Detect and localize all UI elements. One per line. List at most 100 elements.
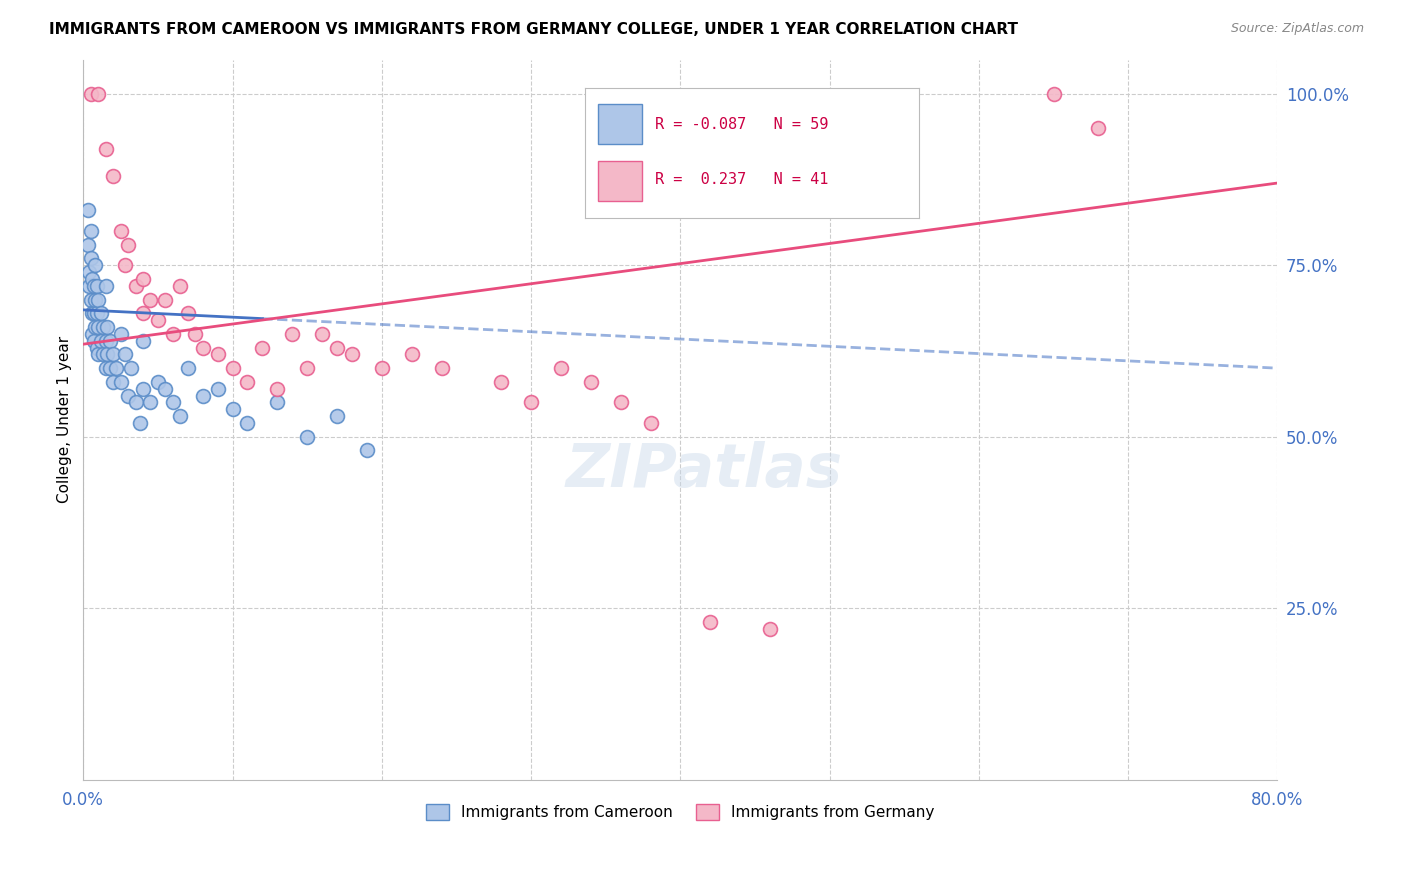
- Point: [169, 279, 191, 293]
- Point: [266, 395, 288, 409]
- Point: [371, 361, 394, 376]
- Point: [191, 341, 214, 355]
- Point: [96, 320, 118, 334]
- Point: [105, 361, 128, 376]
- Point: [699, 615, 721, 629]
- Point: [86, 306, 108, 320]
- Point: [84, 258, 107, 272]
- Point: [266, 382, 288, 396]
- Point: [609, 395, 631, 409]
- Point: [132, 306, 155, 320]
- Point: [311, 326, 333, 341]
- Point: [146, 313, 169, 327]
- Legend: Immigrants from Cameroon, Immigrants from Germany: Immigrants from Cameroon, Immigrants fro…: [420, 797, 941, 826]
- Point: [340, 347, 363, 361]
- Point: [83, 334, 105, 348]
- Point: [82, 306, 104, 320]
- Point: [520, 395, 543, 409]
- Point: [207, 347, 229, 361]
- Point: [96, 347, 118, 361]
- Point: [83, 306, 105, 320]
- Point: [86, 279, 108, 293]
- Point: [640, 416, 662, 430]
- Point: [169, 409, 191, 424]
- Point: [82, 272, 104, 286]
- Point: [90, 334, 112, 348]
- Point: [295, 361, 318, 376]
- Point: [101, 347, 124, 361]
- Point: [191, 389, 214, 403]
- Point: [114, 258, 136, 272]
- Point: [98, 334, 121, 348]
- Point: [326, 409, 349, 424]
- Point: [132, 272, 155, 286]
- Point: [117, 237, 139, 252]
- Point: [132, 382, 155, 396]
- Point: [110, 375, 132, 389]
- Point: [155, 293, 177, 307]
- Point: [94, 279, 117, 293]
- Point: [80, 224, 103, 238]
- Point: [177, 306, 200, 320]
- Point: [139, 395, 162, 409]
- Point: [550, 361, 572, 376]
- Text: Source: ZipAtlas.com: Source: ZipAtlas.com: [1230, 22, 1364, 36]
- Point: [82, 326, 104, 341]
- Point: [94, 361, 117, 376]
- Point: [90, 306, 112, 320]
- Point: [281, 326, 304, 341]
- Point: [146, 375, 169, 389]
- Point: [80, 87, 103, 101]
- Point: [430, 361, 453, 376]
- Point: [356, 443, 378, 458]
- Point: [124, 279, 146, 293]
- Point: [94, 334, 117, 348]
- Point: [579, 375, 602, 389]
- Point: [84, 320, 107, 334]
- Point: [236, 375, 259, 389]
- Point: [184, 326, 207, 341]
- Point: [83, 279, 105, 293]
- Point: [207, 382, 229, 396]
- Point: [139, 293, 162, 307]
- Point: [1042, 87, 1064, 101]
- Point: [80, 293, 103, 307]
- Point: [236, 416, 259, 430]
- Point: [124, 395, 146, 409]
- Point: [80, 252, 103, 266]
- Point: [87, 293, 110, 307]
- Point: [252, 341, 274, 355]
- Point: [326, 341, 349, 355]
- Point: [177, 361, 200, 376]
- Point: [117, 389, 139, 403]
- Point: [98, 361, 121, 376]
- Point: [110, 326, 132, 341]
- Text: IMMIGRANTS FROM CAMEROON VS IMMIGRANTS FROM GERMANY COLLEGE, UNDER 1 YEAR CORREL: IMMIGRANTS FROM CAMEROON VS IMMIGRANTS F…: [49, 22, 1018, 37]
- Point: [221, 402, 243, 417]
- Point: [155, 382, 177, 396]
- Point: [129, 416, 152, 430]
- Point: [162, 395, 184, 409]
- Point: [759, 622, 782, 636]
- Point: [87, 87, 110, 101]
- Text: ZIPatlas: ZIPatlas: [565, 441, 842, 500]
- Point: [84, 293, 107, 307]
- Point: [76, 237, 98, 252]
- Point: [76, 203, 98, 218]
- Point: [77, 265, 100, 279]
- Point: [87, 320, 110, 334]
- Point: [401, 347, 423, 361]
- Y-axis label: College, Under 1 year: College, Under 1 year: [58, 336, 72, 503]
- Point: [1087, 121, 1109, 136]
- Point: [86, 341, 108, 355]
- Point: [295, 430, 318, 444]
- Point: [87, 347, 110, 361]
- Point: [101, 375, 124, 389]
- Point: [91, 347, 114, 361]
- Point: [101, 169, 124, 184]
- Point: [120, 361, 142, 376]
- Point: [221, 361, 243, 376]
- Point: [94, 142, 117, 156]
- Point: [162, 326, 184, 341]
- Point: [114, 347, 136, 361]
